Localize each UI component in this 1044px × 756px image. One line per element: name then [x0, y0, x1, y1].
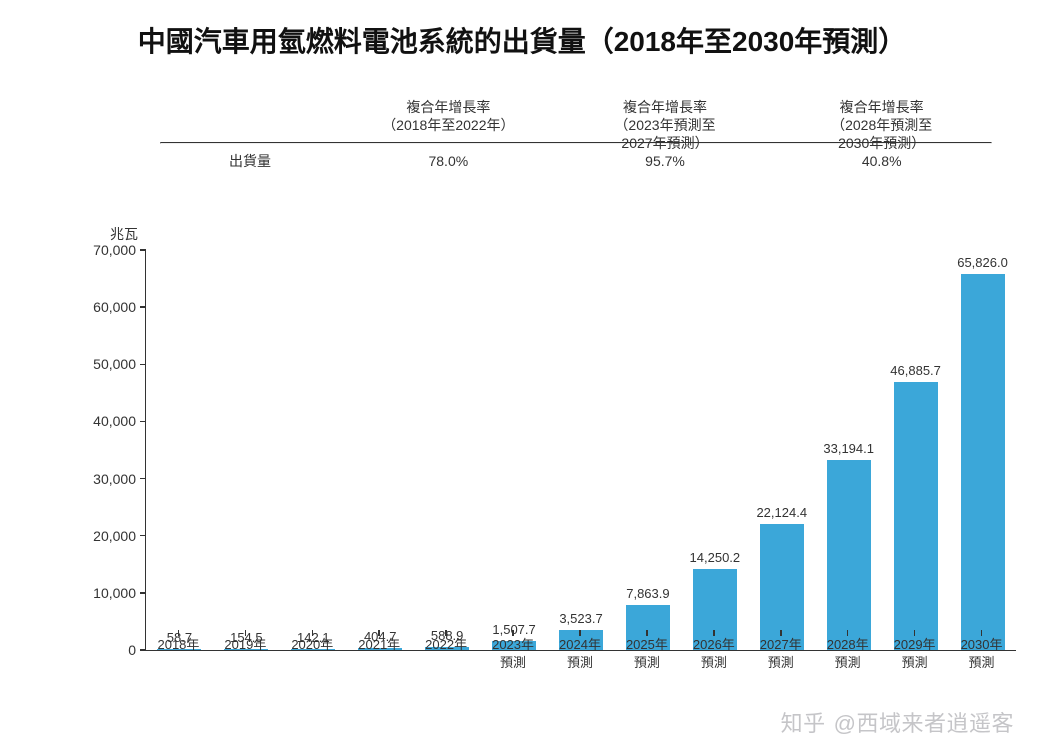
y-tick-label: 0 [76, 642, 136, 658]
bar [894, 382, 938, 650]
cagr-col-1-hdr: 複合年增長率 （2018年至2022年） [340, 94, 557, 142]
watermark: 知乎 @西域来者逍遥客 [781, 706, 1014, 738]
watermark-brand: 知乎 [781, 706, 826, 738]
y-tick-label: 30,000 [76, 471, 136, 487]
y-axis-unit: 兆瓦 [110, 224, 138, 244]
bar-value-label: 22,124.4 [742, 505, 822, 520]
bar-value-label: 33,194.1 [809, 441, 889, 456]
cagr-col-2-val: 95.7% [557, 148, 774, 170]
bar [760, 524, 804, 650]
bar-value-label: 3,523.7 [541, 611, 621, 626]
plot-area: 010,00020,00030,00040,00050,00060,00070,… [145, 250, 1016, 651]
bar [961, 274, 1005, 650]
cagr-table: 複合年增長率 （2018年至2022年） 複合年增長率 （2023年預測至 20… [160, 94, 990, 174]
bar-value-label: 46,885.7 [876, 363, 956, 378]
cagr-col-3-val: 40.8% [773, 148, 990, 170]
bar-value-label: 14,250.2 [675, 550, 755, 565]
watermark-author: @西域来者逍遥客 [834, 706, 1014, 738]
bar-chart: 兆瓦 010,00020,00030,00040,00050,00060,000… [0, 230, 1044, 700]
y-tick-label: 10,000 [76, 585, 136, 601]
bar [827, 460, 871, 650]
cagr-col-3-hdr: 複合年增長率 （2028年預測至 2030年預測） [773, 94, 990, 142]
bar-value-label: 7,863.9 [608, 586, 688, 601]
cagr-col-2-hdr: 複合年增長率 （2023年預測至 2027年預測） [557, 94, 774, 142]
cagr-col-1-val: 78.0% [340, 148, 557, 170]
bar-value-label: 65,826.0 [943, 255, 1023, 270]
y-tick-label: 20,000 [76, 528, 136, 544]
cagr-shipment-label: 出貨量 [160, 148, 340, 170]
chart-title: 中國汽車用氫燃料電池系統的出貨量（2018年至2030年預測） [0, 20, 1044, 60]
y-tick-label: 50,000 [76, 356, 136, 372]
x-tick-label: 2030年預測 [942, 636, 1022, 671]
y-tick-label: 40,000 [76, 413, 136, 429]
y-tick-label: 70,000 [76, 242, 136, 258]
y-tick-label: 60,000 [76, 299, 136, 315]
